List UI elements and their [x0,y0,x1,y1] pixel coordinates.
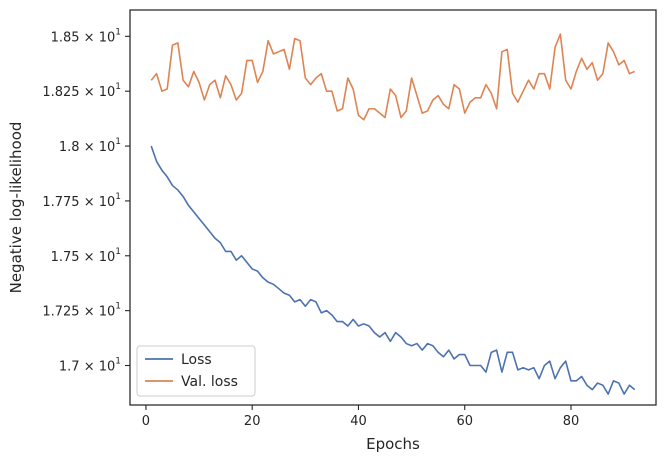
plot-lines [150,33,636,395]
y-tick-label: 1.85 × 101 [51,27,121,45]
y-tick-label: 1.725 × 101 [42,302,121,320]
legend: Loss Val. loss [136,345,256,397]
legend-label-0: Loss [181,352,212,368]
y-tick-label: 1.775 × 101 [42,192,121,210]
x-tick-label: 40 [350,414,367,429]
x-tick-label: 60 [456,414,473,429]
x-tick-label: 80 [563,414,580,429]
series-line-0 [150,145,636,395]
y-tick-label: 1.75 × 101 [51,247,121,265]
y-axis-label: Negative log-likelihood [7,122,25,294]
axes: 0 20 40 60 80 1.7 × 101 1.725 × 101 1.75 × 101 1… [7,9,657,453]
y-tick-label: 1.8 × 101 [59,137,121,155]
legend-label-1: Val. loss [181,374,238,390]
x-axis-label: Epochs [366,435,420,453]
y-tick-label: 1.7 × 101 [59,357,121,375]
y-tick-label: 1.825 × 101 [42,82,121,100]
x-tick-label: 0 [142,414,150,429]
plot-frame [129,9,657,406]
series-line-1 [150,33,636,121]
x-tick-label: 20 [244,414,261,429]
